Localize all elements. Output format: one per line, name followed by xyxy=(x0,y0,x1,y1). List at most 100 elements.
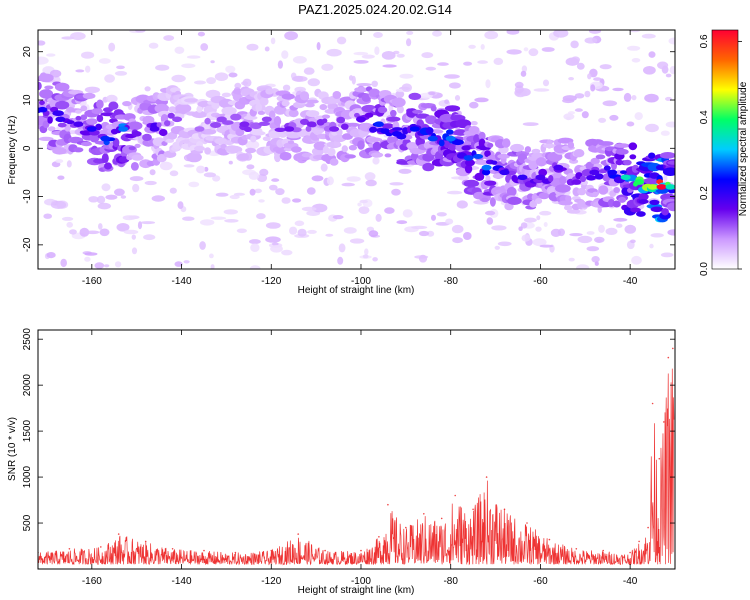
heat-noise-blob xyxy=(143,234,156,241)
heat-noise-blob xyxy=(249,188,256,196)
colorbar-tick-label: 0.2 xyxy=(699,186,710,200)
heat-noise-blob xyxy=(197,31,205,37)
heat-noise-blob xyxy=(396,105,404,114)
heat-ridge-peak xyxy=(634,179,645,185)
snr-y-tick-label: 1000 xyxy=(22,466,33,489)
snr-x-tick-label: -80 xyxy=(443,576,458,587)
snr-envelope-point xyxy=(144,540,147,543)
heat-noise-blob xyxy=(451,224,464,234)
heat-noise-blob xyxy=(254,188,262,194)
snr-envelope-point xyxy=(602,549,604,552)
heat-noise-blob xyxy=(396,220,408,225)
heat-noise-blob xyxy=(425,66,437,71)
snr-envelope-point xyxy=(270,549,273,552)
heat-band-blob xyxy=(156,154,167,163)
heat-band-blob xyxy=(348,144,357,151)
heat-noise-blob xyxy=(97,202,112,210)
heat-band-blob xyxy=(566,209,581,214)
colorbar-gradient xyxy=(711,29,739,270)
snr-envelope-point xyxy=(485,476,488,478)
heat-band-blob xyxy=(221,92,231,98)
heat-ridge-peak xyxy=(261,116,272,123)
heat-noise-blob xyxy=(233,192,246,196)
heat-band-blob xyxy=(384,153,392,158)
heat-noise-blob xyxy=(131,234,136,240)
snr-x-axis: -160 -140 -120 -100 -80 -60 -40 xyxy=(82,330,638,587)
heat-noise-blob xyxy=(264,46,270,52)
heat-noise-blob xyxy=(491,225,507,231)
heat-noise-blob xyxy=(391,188,401,196)
heat-ridge-peak xyxy=(194,126,205,132)
heat-noise-blob xyxy=(269,184,278,191)
snr-envelope-point xyxy=(658,457,661,460)
heat-band-blob xyxy=(559,176,567,185)
heat-noise-blob xyxy=(586,246,600,252)
heat-noise-blob xyxy=(46,252,56,259)
heat-band-blob xyxy=(245,147,257,154)
heat-noise-blob xyxy=(568,77,574,81)
heat-noise-blob xyxy=(631,255,642,265)
heat-noise-blob xyxy=(228,72,238,78)
heat-noise-blob xyxy=(186,55,201,59)
spectrogram-y-tick-label: -20 xyxy=(22,237,33,252)
heat-ridge-cell xyxy=(243,126,252,132)
heat-band-blob xyxy=(659,152,675,159)
heat-ridge-cell xyxy=(341,123,349,130)
heat-band-blob xyxy=(474,159,490,165)
heat-noise-blob xyxy=(356,83,372,87)
heat-ridge-peak xyxy=(216,116,227,123)
heat-ridge-cell xyxy=(491,160,498,165)
heat-noise-blob xyxy=(612,87,624,92)
heat-band-blob xyxy=(214,137,228,145)
heat-ridge-peak xyxy=(571,179,582,185)
heat-noise-blob xyxy=(463,232,472,240)
heat-noise-blob xyxy=(229,194,240,200)
heat-noise-blob xyxy=(108,42,116,52)
heat-ridge-cell xyxy=(465,159,475,167)
heat-band-blob xyxy=(463,179,480,188)
heat-band-blob xyxy=(386,116,401,122)
heat-ridge-peak xyxy=(38,106,48,113)
heat-noise-blob xyxy=(183,260,190,264)
heat-noise-blob xyxy=(325,233,334,237)
heat-band-blob xyxy=(344,154,357,159)
snr-envelope-point xyxy=(454,494,457,497)
heat-band-blob xyxy=(667,202,675,212)
heat-noise-blob xyxy=(584,37,598,44)
heat-noise-blob xyxy=(351,75,356,85)
heat-band-blob xyxy=(96,114,104,123)
heat-ridge-cell xyxy=(438,139,445,147)
heat-noise-blob xyxy=(81,51,95,59)
heat-noise-blob xyxy=(116,223,130,232)
heat-noise-blob xyxy=(225,65,236,74)
heat-noise-blob xyxy=(477,60,488,64)
heat-noise-blob xyxy=(426,230,435,237)
heat-ridge-cell xyxy=(579,175,587,182)
heat-noise-blob xyxy=(384,207,395,214)
heat-noise-blob xyxy=(593,77,602,81)
heat-noise-blob xyxy=(271,178,280,182)
heat-band-blob xyxy=(538,192,550,200)
heat-band-blob xyxy=(598,141,614,146)
heat-noise-blob xyxy=(594,261,599,266)
heat-noise-blob xyxy=(364,248,369,256)
snr-line-layer xyxy=(38,347,675,566)
heat-noise-blob xyxy=(282,84,291,92)
heat-noise-blob xyxy=(132,183,140,193)
heat-noise-blob xyxy=(358,206,370,215)
heat-ridge-peak xyxy=(445,135,456,142)
heat-noise-blob xyxy=(598,117,607,123)
heat-noise-blob xyxy=(382,64,397,68)
heat-noise-blob xyxy=(562,98,575,104)
heat-band-blob xyxy=(327,147,336,157)
heat-noise-blob xyxy=(242,78,252,87)
heat-noise-blob xyxy=(574,108,583,112)
heat-noise-blob xyxy=(605,227,618,235)
heat-noise-blob xyxy=(66,160,72,168)
heat-band-blob xyxy=(631,164,640,173)
heat-noise-blob xyxy=(624,224,637,234)
heat-noise-blob xyxy=(256,213,266,220)
heat-band-blob xyxy=(648,152,656,159)
heat-ridge-cell xyxy=(425,127,434,135)
